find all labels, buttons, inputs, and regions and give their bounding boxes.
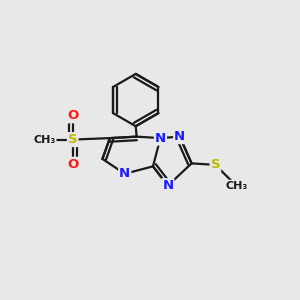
Text: O: O: [67, 158, 78, 171]
Text: S: S: [211, 158, 220, 171]
Text: O: O: [67, 109, 78, 122]
Text: N: N: [155, 132, 166, 145]
Text: S: S: [68, 133, 77, 146]
Text: CH₃: CH₃: [33, 135, 56, 145]
Text: CH₃: CH₃: [225, 181, 247, 191]
Text: N: N: [162, 179, 173, 192]
Text: N: N: [174, 130, 185, 143]
Text: N: N: [119, 167, 130, 180]
